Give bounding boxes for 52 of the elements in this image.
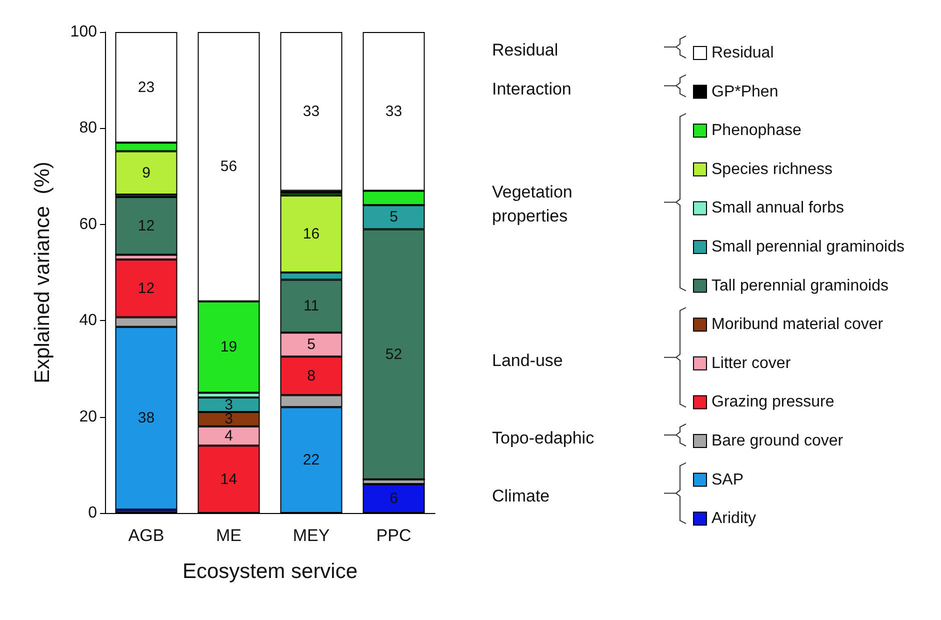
legend-label: GP*Phen (712, 83, 778, 100)
data-label: 12 (138, 280, 155, 297)
data-label: 12 (138, 217, 155, 234)
text: Residual (492, 40, 558, 60)
data-label: 9 (142, 164, 150, 182)
data-label: 8 (307, 367, 316, 384)
y-tick-label: 20 (79, 408, 98, 426)
x-tick-label: ME (216, 526, 242, 545)
x-tick-label: PPC (376, 526, 412, 545)
data-label: 6 (390, 490, 398, 508)
legend-label: Bare ground cover (712, 432, 844, 450)
data-label: 11 (303, 298, 320, 315)
data-label: 16 (302, 226, 320, 243)
text: Interaction (492, 79, 572, 98)
y-tick-label: 40 (79, 312, 98, 330)
legend-label: Grazing pressure (712, 394, 834, 411)
legend-label: Aridity (712, 510, 756, 528)
data-label: 23 (138, 78, 155, 96)
x-axis-title: Ecosystem service (182, 560, 358, 583)
y-tick-label: 0 (88, 504, 98, 522)
legend-label: Moribund material cover (712, 316, 884, 334)
data-label: 22 (302, 452, 320, 469)
text: Land-use (492, 350, 563, 370)
data-label: 52 (385, 346, 402, 363)
legend-label: Tall perennial graminoids (712, 277, 888, 294)
data-label: 14 (220, 470, 238, 488)
legend-label: Litter cover (712, 354, 792, 372)
data-label: 4 (224, 428, 233, 445)
text: Climate (492, 486, 550, 506)
legend-label: Species richness (712, 160, 832, 178)
data-label: 19 (220, 338, 238, 356)
text: Vegetation properties (492, 182, 572, 226)
data-label: 3 (224, 396, 233, 414)
text: Topo-edaphic (492, 428, 595, 448)
y-axis-title: Explained variance (%) (31, 162, 54, 384)
data-label: 5 (390, 208, 398, 226)
data-label: 38 (138, 410, 155, 427)
data-label: 33 (302, 102, 320, 120)
y-tick-label: 60 (79, 216, 98, 233)
data-label: 56 (220, 158, 238, 176)
legend-label: Small annual forbs (712, 200, 844, 217)
x-tick-label: MEY (292, 526, 330, 545)
data-label: 33 (385, 102, 402, 120)
data-label: 5 (307, 336, 316, 354)
y-tick-label: 80 (79, 120, 98, 137)
data-label: 3 (224, 410, 233, 428)
x-tick-label: AGB (128, 526, 164, 545)
y-tick-label: 100 (70, 24, 98, 40)
legend-label: Residual (712, 44, 774, 62)
legend-label: Phenophase (712, 122, 802, 140)
legend-label: SAP (712, 471, 744, 488)
legend-label: Small perennial graminoids (712, 238, 904, 256)
